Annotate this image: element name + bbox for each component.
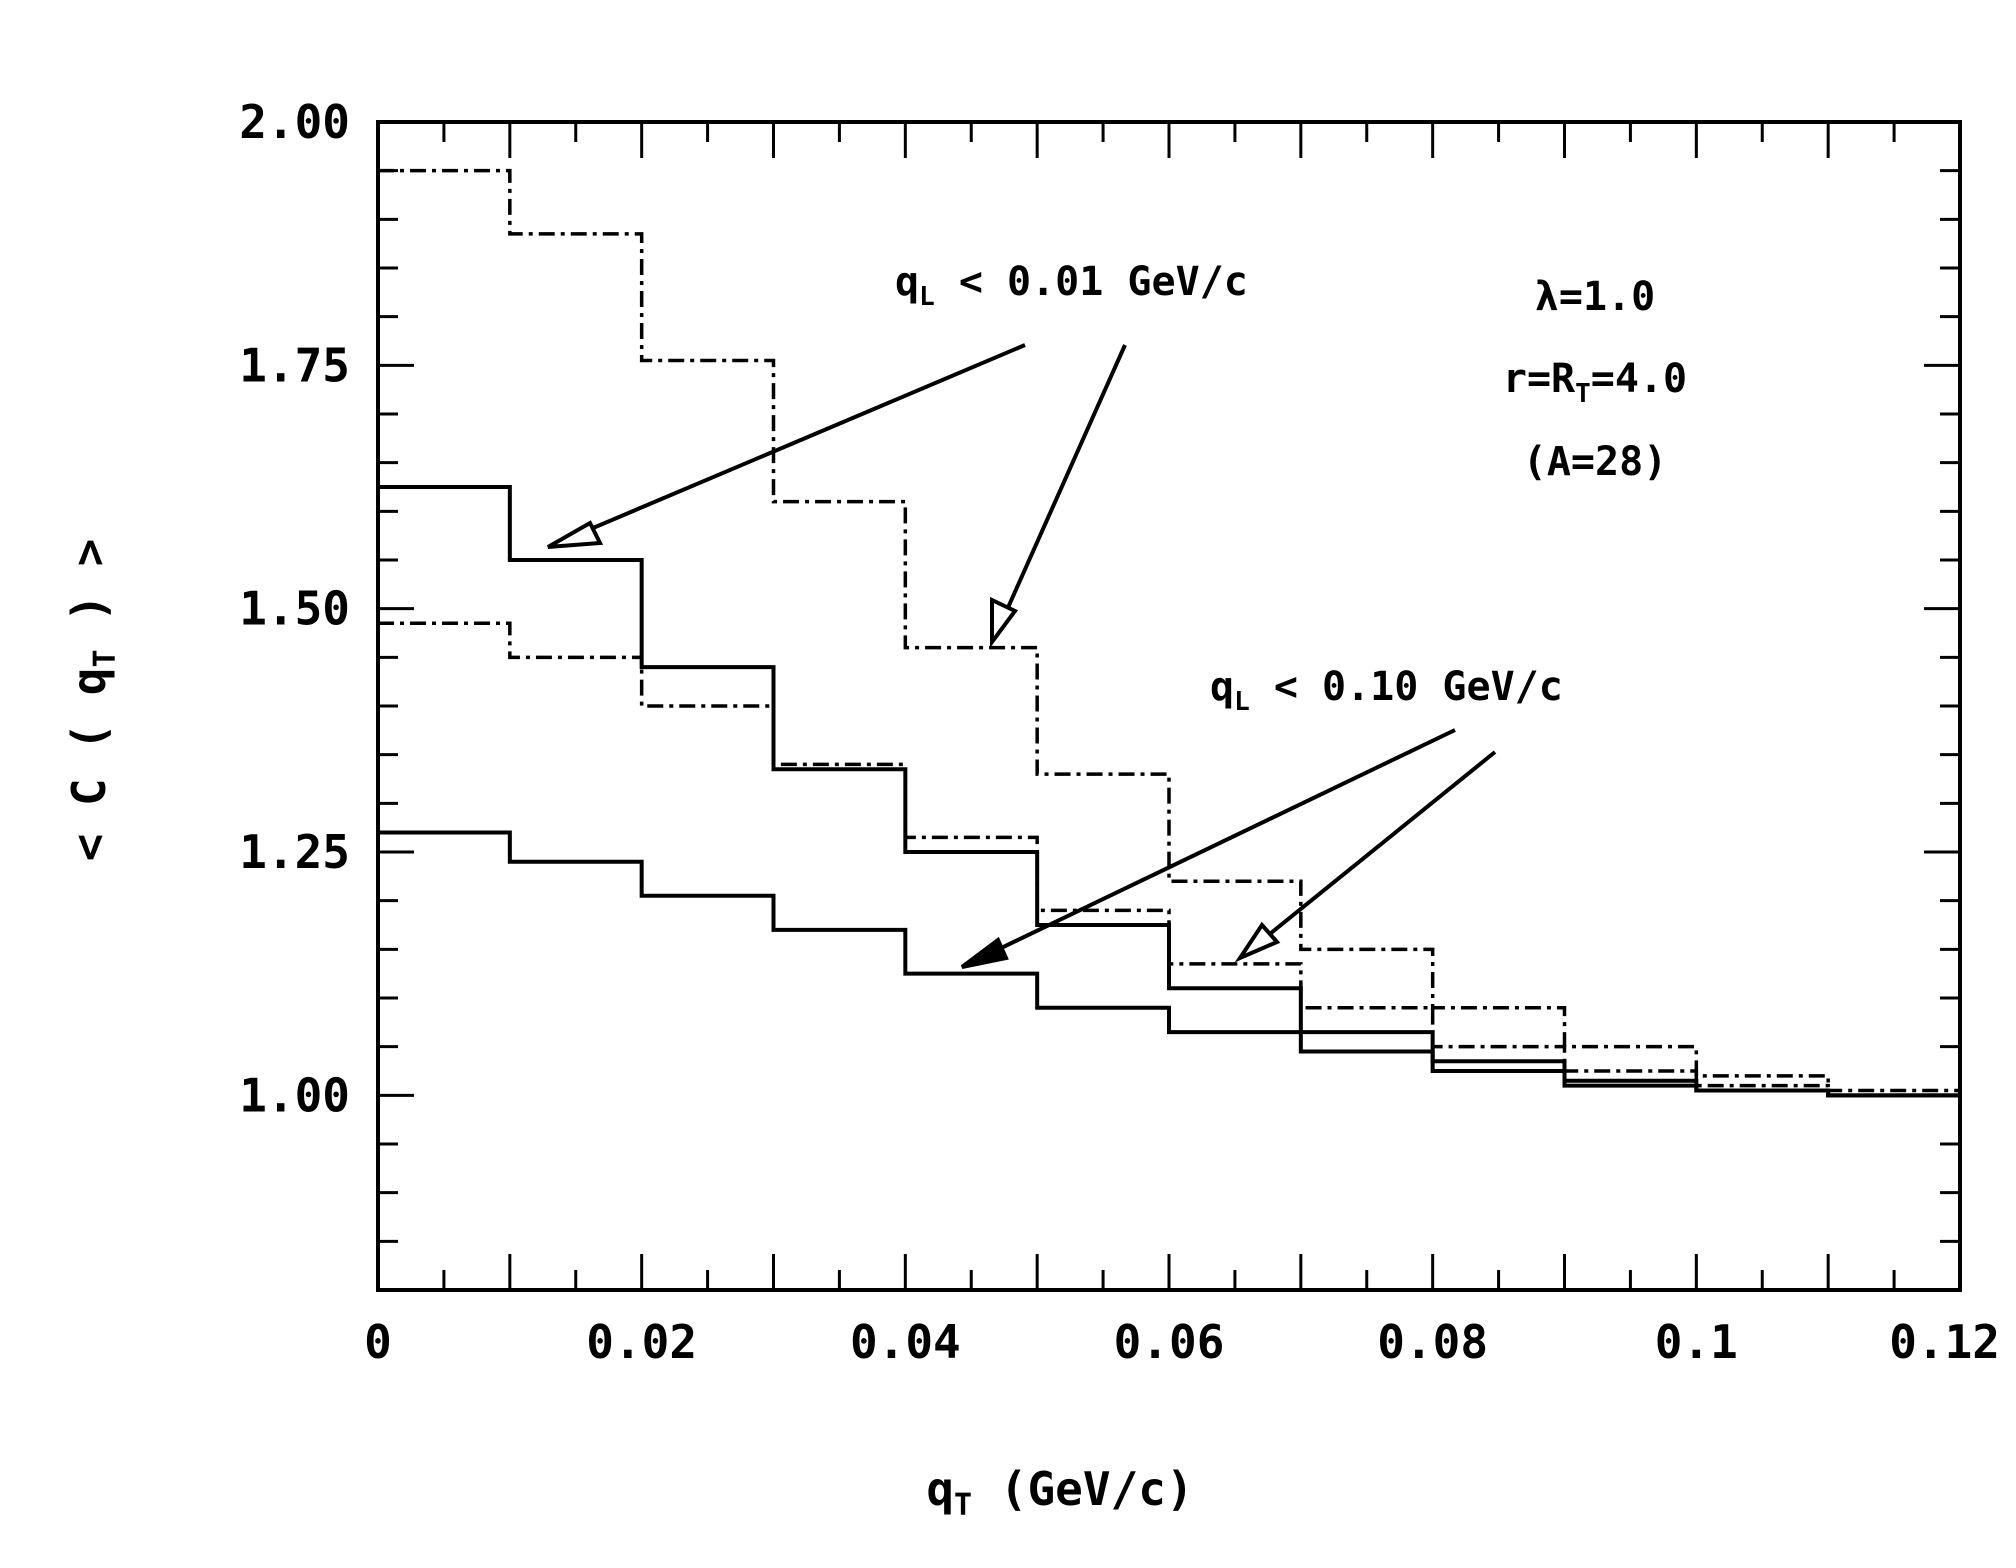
x-tick-label: 0.1 <box>1655 1315 1738 1369</box>
param-lambda: λ=1.0 <box>1535 274 1655 320</box>
param-radius: r=RT=4.0 <box>1503 356 1687 409</box>
annotation-lower-sub: L <box>1234 687 1250 717</box>
annotation-upper-q: q <box>895 259 919 305</box>
tick-labels: 0 0.02 0.04 0.06 0.08 0.1 0.12 1.00 1.25 1.50 1.75… <box>239 95 2000 1369</box>
param-mass-number: (A=28) <box>1523 439 1668 485</box>
series-s1 <box>378 168 1960 1093</box>
y-tick-label: 1.50 <box>239 582 350 636</box>
annotation-arrows <box>547 343 1497 969</box>
x-tick-label: 0.06 <box>1114 1315 1225 1369</box>
series-s3 <box>378 621 1960 1098</box>
annotation-upper-rest: < 0.01 GeV/c <box>935 259 1248 305</box>
x-axis-title-rest: (GeV/c) <box>972 1462 1194 1516</box>
y-axis-title-sub: T <box>88 649 123 667</box>
axis-ticks <box>376 120 1962 1292</box>
y-axis-title-post: ) > <box>62 539 116 650</box>
arrow-upper-left-head <box>547 520 604 549</box>
series-layer <box>378 168 1960 1098</box>
arrow-upper-right <box>996 344 1127 631</box>
series-s4 <box>378 830 1960 1098</box>
y-tick-label: 1.00 <box>239 1068 350 1122</box>
param-radius-sub: T <box>1575 379 1591 409</box>
annotation-upper: qL < 0.01 GeV/c <box>895 259 1248 312</box>
arrow-upper-right-head <box>990 596 1019 649</box>
y-tick-label: 2.00 <box>239 95 350 149</box>
x-tick-label: 0 <box>364 1315 392 1369</box>
y-axis-title-pre: < C ( q <box>62 667 116 861</box>
x-tick-label: 0.02 <box>586 1315 697 1369</box>
x-axis-title: qT (GeV/c) <box>926 1462 1193 1523</box>
x-tick-label: 0.12 <box>1889 1315 2000 1369</box>
x-tick-label: 0.08 <box>1377 1315 1488 1369</box>
y-tick-label: 1.25 <box>239 825 350 879</box>
x-tick-label: 0.04 <box>850 1315 961 1369</box>
annotation-lower: qL < 0.10 GeV/c <box>1210 664 1563 717</box>
arrow-lower-right <box>1248 750 1497 952</box>
arrow-lower-right-head <box>1234 921 1281 963</box>
annotation-upper-sub: L <box>919 282 935 312</box>
annotation-lower-q: q <box>1210 664 1234 710</box>
param-radius-post: =4.0 <box>1591 356 1687 402</box>
annotation-lower-rest: < 0.10 GeV/c <box>1250 664 1563 710</box>
arrow-upper-left <box>559 343 1026 544</box>
y-tick-label: 1.75 <box>239 338 350 392</box>
x-axis-title-sub: T <box>954 1488 972 1523</box>
param-radius-pre: r=R <box>1503 356 1576 402</box>
y-axis-title: < C ( qT ) > <box>62 539 123 862</box>
x-axis-title-q: q <box>926 1462 954 1516</box>
arrow-lower-left-head <box>960 936 1009 969</box>
arrow-lower-left <box>971 728 1456 964</box>
